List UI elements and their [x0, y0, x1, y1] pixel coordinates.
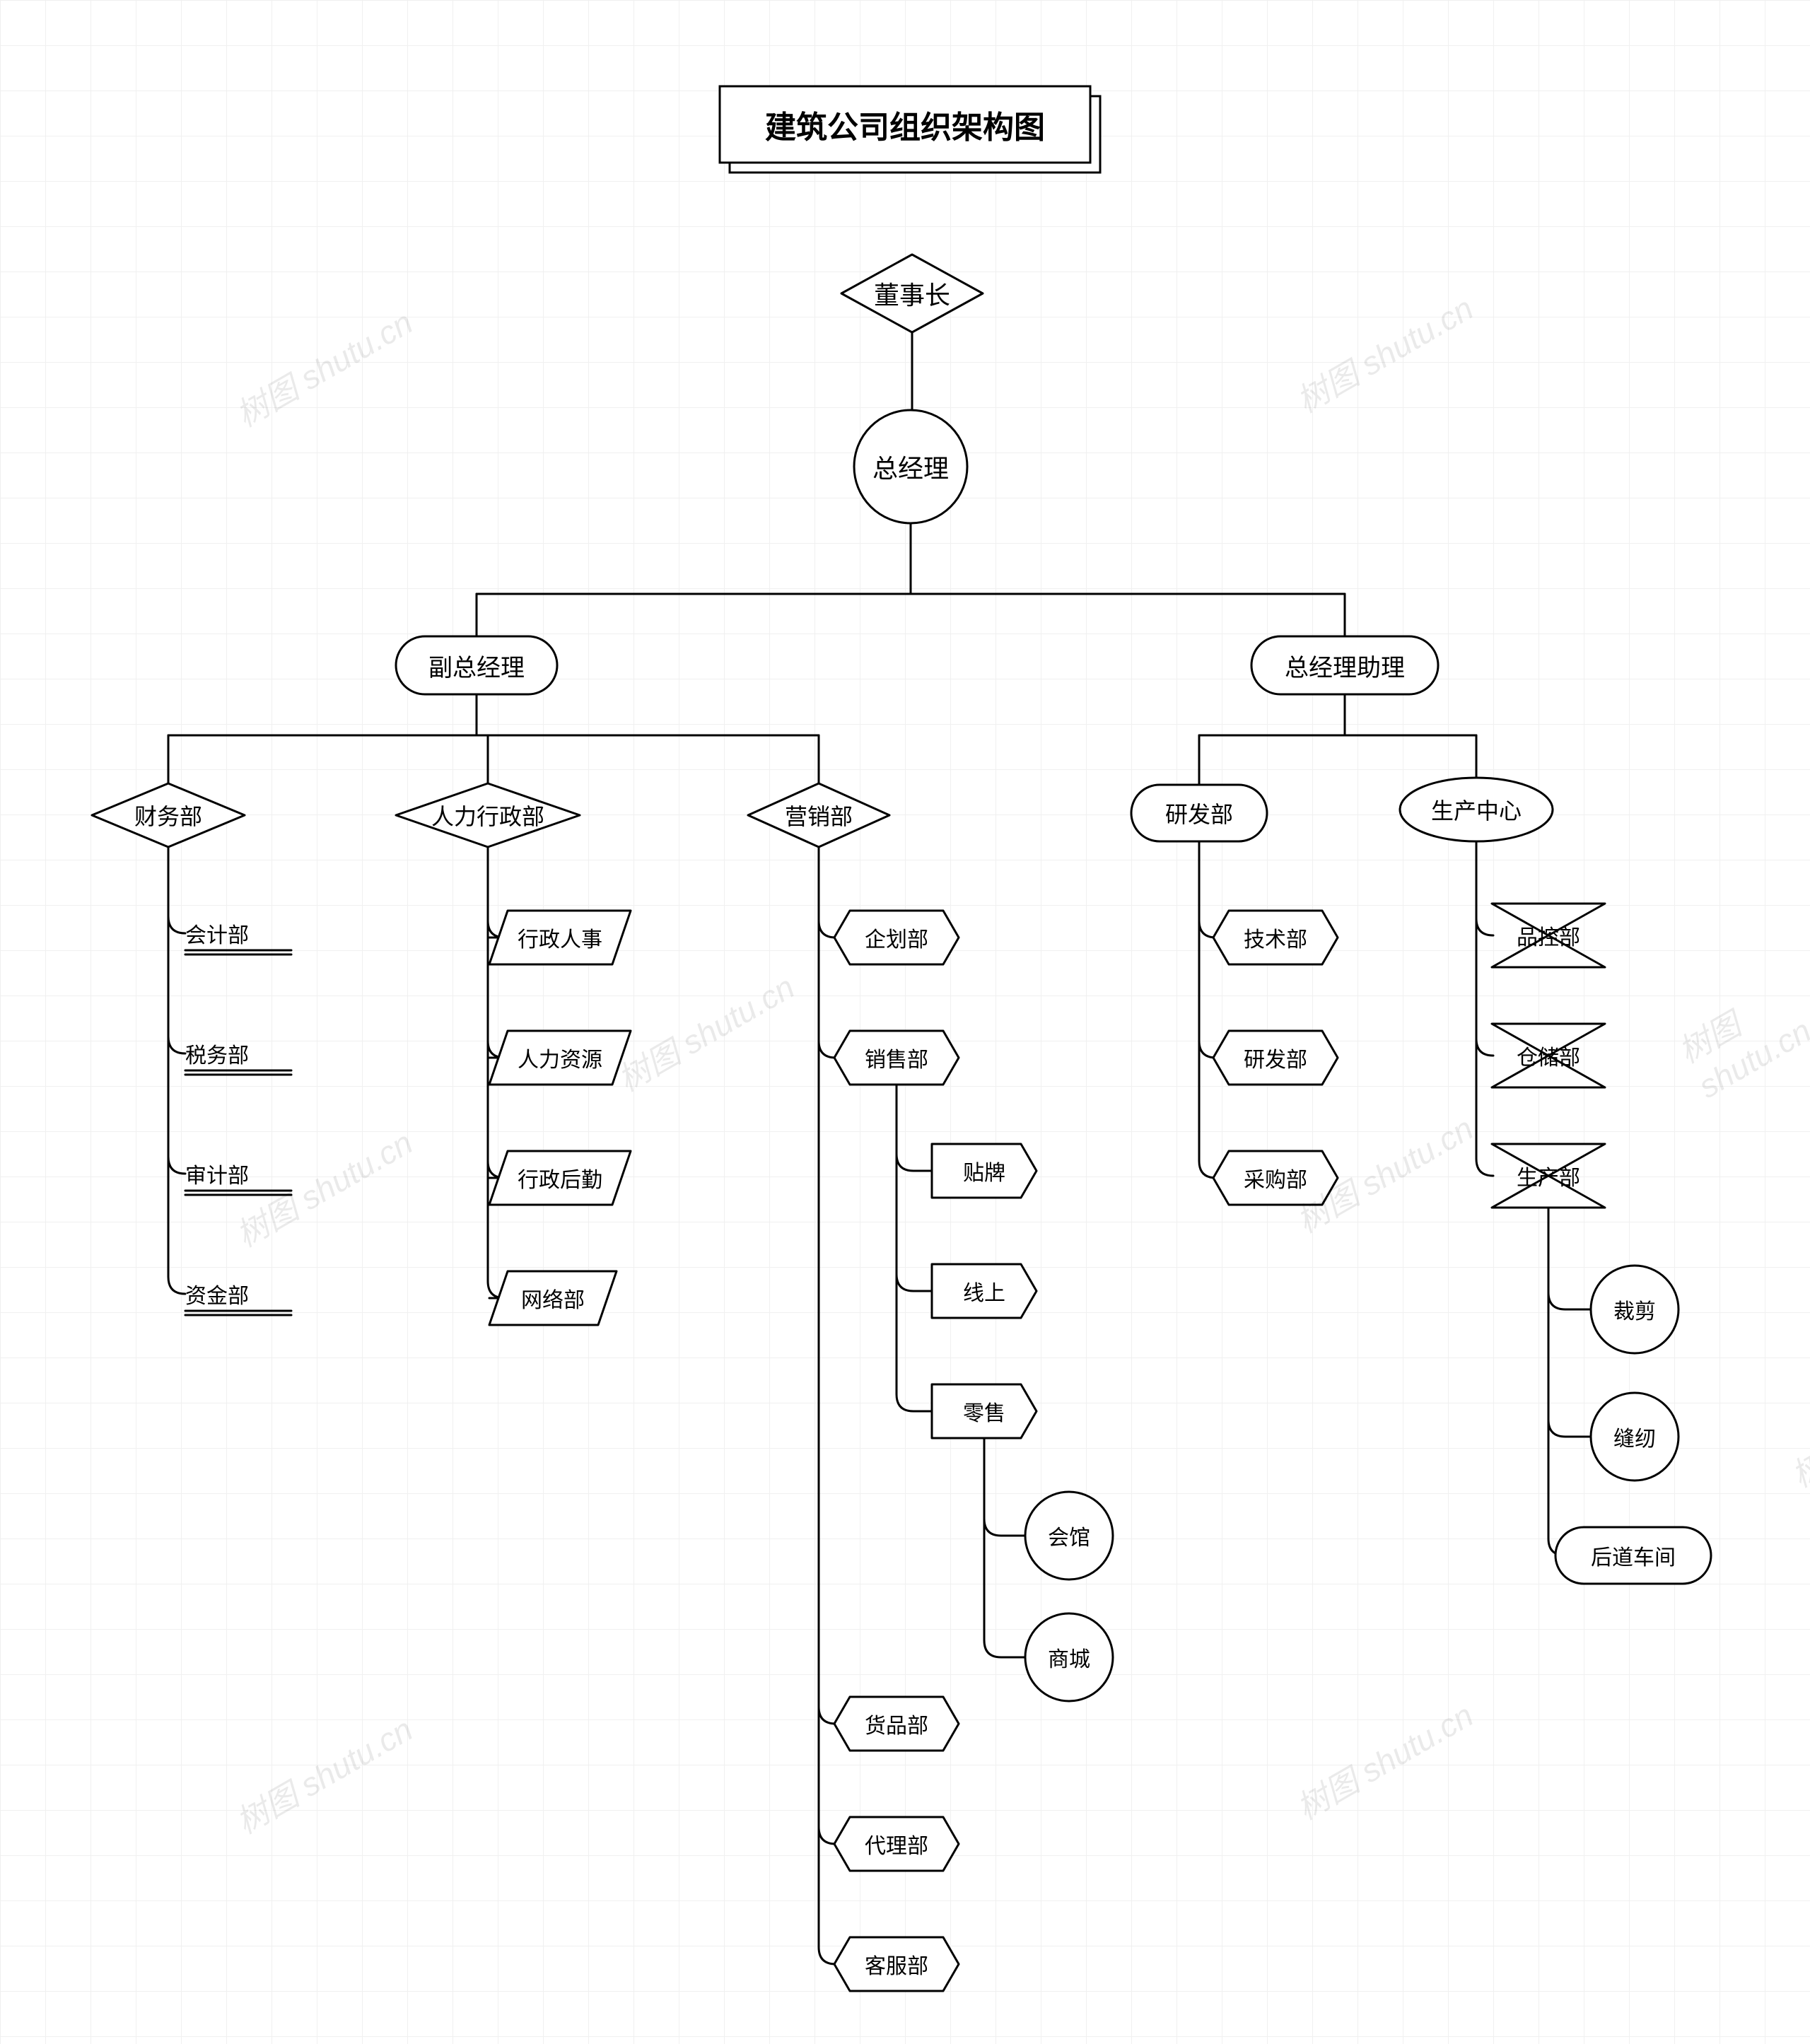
node-chairman: 董事长 — [841, 255, 983, 332]
title: 建筑公司组织架构图 — [720, 86, 1090, 163]
node-goods: 货品部 — [834, 1697, 959, 1751]
node-hrr: 人力资源 — [489, 1031, 631, 1085]
node-qc: 品控部 — [1492, 904, 1605, 967]
node-admin: 行政人事 — [489, 911, 631, 964]
node-mall: 商城 — [1025, 1613, 1113, 1701]
node-plan: 企划部 — [834, 911, 959, 964]
node-back: 后道车间 — [1555, 1527, 1711, 1584]
node-purch: 采购部 — [1213, 1151, 1338, 1205]
node-online: 线上 — [932, 1264, 1037, 1318]
node-fin: 财务部 — [92, 783, 245, 847]
node-gm: 总经理 — [854, 410, 967, 523]
node-audit: 审计部 — [185, 1152, 291, 1195]
node-tax: 税务部 — [185, 1032, 291, 1075]
node-mkt: 营销部 — [748, 783, 889, 847]
node-gma: 总经理助理 — [1251, 636, 1438, 694]
node-rd: 研发部 — [1131, 785, 1267, 841]
node-club: 会馆 — [1025, 1492, 1113, 1579]
node-store: 仓储部 — [1492, 1024, 1605, 1087]
node-fund: 资金部 — [185, 1273, 291, 1315]
node-hr: 人力行政部 — [396, 783, 580, 847]
node-prod: 生产中心 — [1400, 778, 1553, 841]
node-tech: 技术部 — [1213, 911, 1338, 964]
node-dgm: 副总经理 — [396, 636, 557, 694]
node-sew: 缝纫 — [1591, 1393, 1678, 1481]
node-sales: 销售部 — [834, 1031, 959, 1085]
node-acc: 会计部 — [185, 912, 291, 954]
node-retail: 零售 — [932, 1384, 1037, 1438]
node-cut: 裁剪 — [1591, 1266, 1678, 1353]
node-logis: 行政后勤 — [489, 1151, 631, 1205]
node-agent: 代理部 — [834, 1817, 959, 1871]
node-rd2: 研发部 — [1213, 1031, 1338, 1085]
org-chart: 建筑公司组织架构图董事长总经理副总经理总经理助理财务部人力行政部营销部研发部生产… — [0, 0, 1810, 2044]
node-net: 网络部 — [489, 1271, 617, 1325]
node-oem: 贴牌 — [932, 1144, 1037, 1198]
node-cs: 客服部 — [834, 1937, 959, 1991]
node-mfg: 生产部 — [1492, 1144, 1605, 1208]
